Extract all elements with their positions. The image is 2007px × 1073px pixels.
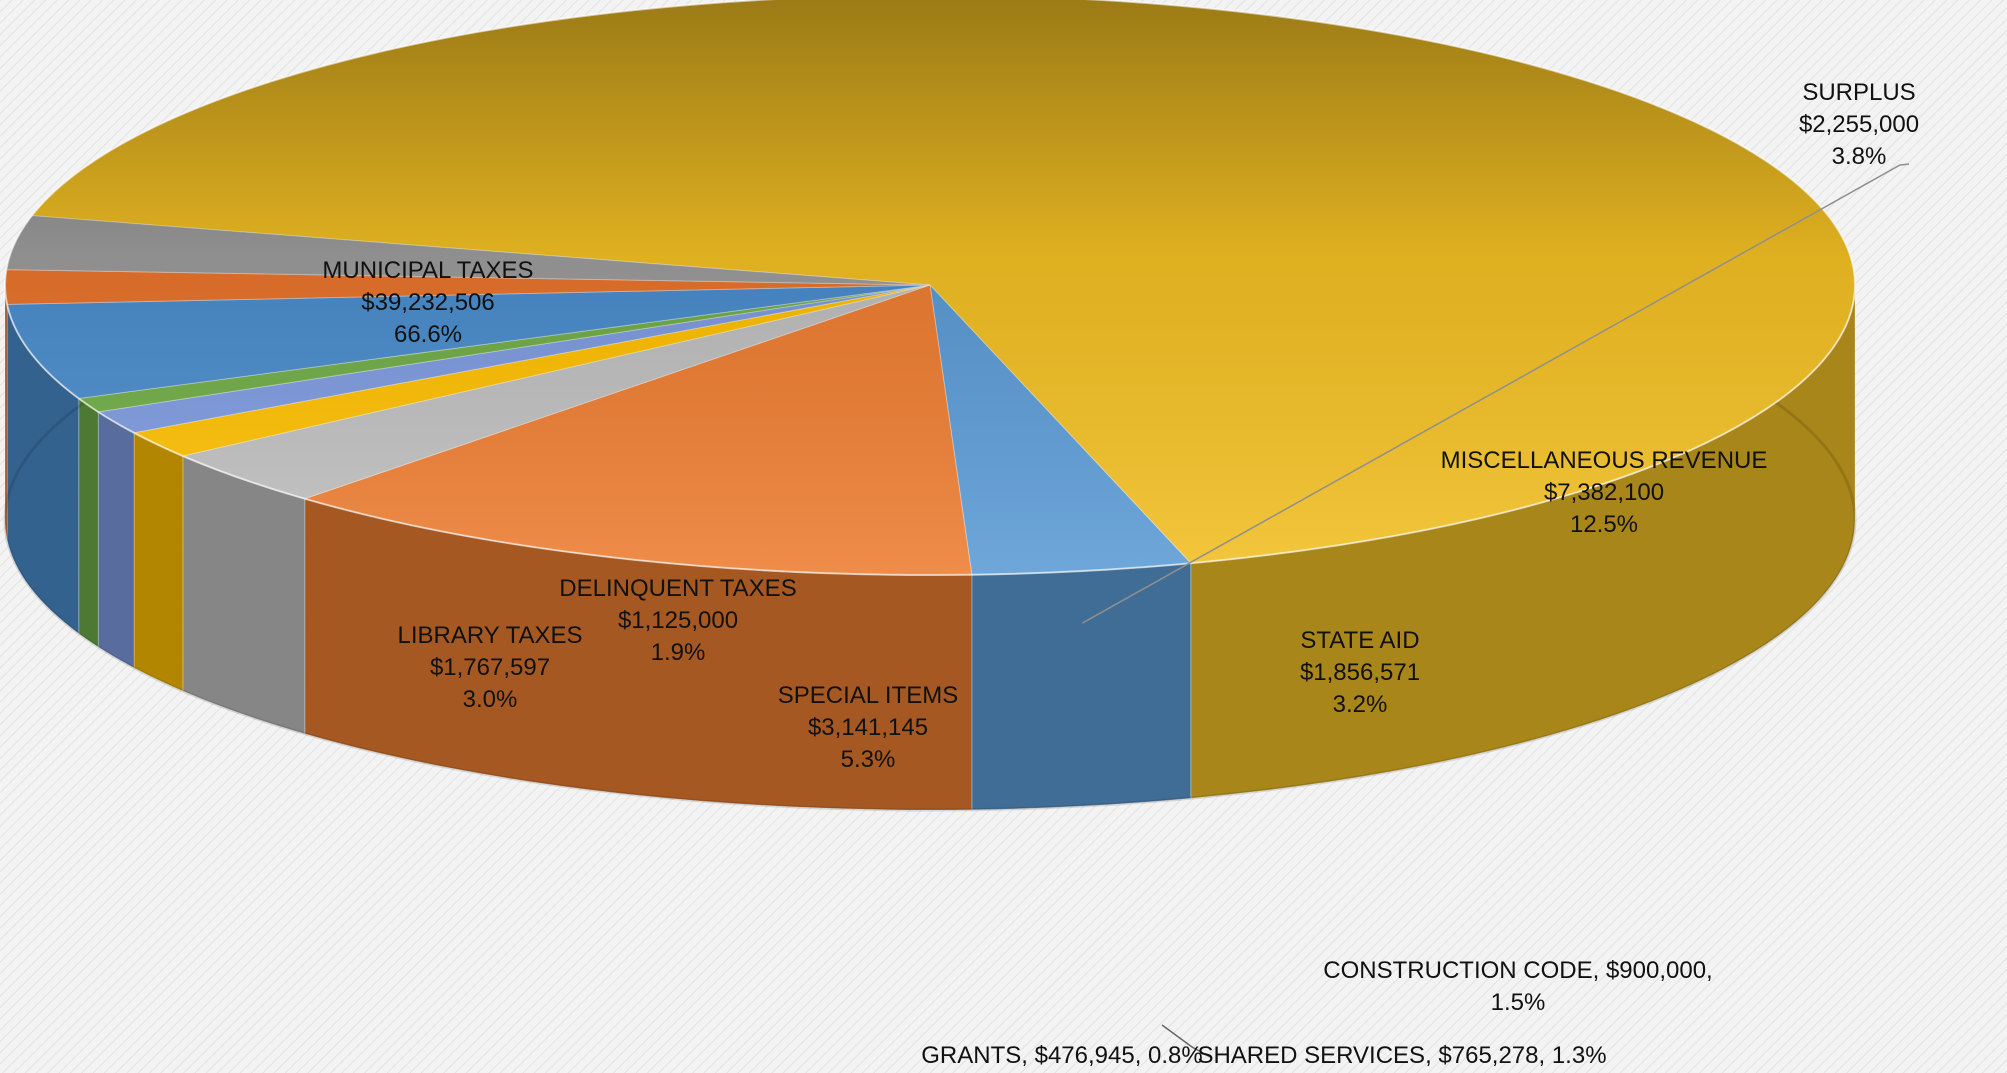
pie-side-surplus: [971, 562, 1192, 811]
label-miscellaneous-revenue-2: 12.5%: [1570, 511, 1638, 538]
pie-top-layer: [4, 0, 1856, 576]
label-construction-code-line2: 1.5%: [1491, 989, 1546, 1016]
leader-line-shared-services: [1161, 1024, 1213, 1059]
label-delinquent-taxes-2: 1.9%: [651, 639, 706, 666]
label-surplus-2: 3.8%: [1832, 143, 1887, 170]
label-grants: GRANTS, $476,945, 0.8%: [921, 1042, 1202, 1069]
label-construction-code-line1: CONSTRUCTION CODE, $900,000,: [1323, 957, 1712, 984]
label-surplus-0: SURPLUS: [1802, 79, 1915, 106]
pie-side-construction-code: [133, 431, 184, 692]
label-state-aid-2: 3.2%: [1333, 691, 1388, 718]
leader-line-layer: [1082, 163, 1910, 1059]
pie-side-shared-services: [97, 410, 135, 669]
label-library-taxes-2: 3.0%: [463, 686, 518, 713]
label-state-aid-0: STATE AID: [1300, 627, 1419, 654]
label-special-items-1: $3,141,145: [808, 714, 928, 741]
pie-side-layer: [3, 228, 1857, 812]
label-library-taxes-0: LIBRARY TAXES: [398, 622, 583, 649]
label-municipal-taxes-1: $39,232,506: [361, 289, 494, 316]
label-delinquent-taxes-0: DELINQUENT TAXES: [559, 575, 796, 602]
pie-side-state-aid: [182, 455, 306, 735]
label-delinquent-taxes-1: $1,125,000: [618, 607, 738, 634]
label-layer: MUNICIPAL TAXES $39,232,506 66.6% SURPLUS $2…: [322, 79, 1919, 1069]
leader-line-surplus: [1082, 163, 1910, 624]
label-library-taxes-1: $1,767,597: [430, 654, 550, 681]
label-miscellaneous-revenue-1: $7,382,100: [1544, 479, 1664, 506]
label-special-items-2: 5.3%: [841, 746, 896, 773]
label-miscellaneous-revenue-0: MISCELLANEOUS REVENUE: [1441, 447, 1768, 474]
pie-top-highlight: [4, 0, 1856, 576]
pie-side-grants: [78, 397, 99, 648]
label-shared-services: SHARED SERVICES, $765,278, 1.3%: [1197, 1042, 1606, 1069]
label-surplus-1: $2,255,000: [1799, 111, 1919, 138]
label-municipal-taxes-0: MUNICIPAL TAXES: [322, 257, 533, 284]
label-municipal-taxes-2: 66.6%: [394, 321, 462, 348]
label-state-aid-1: $1,856,571: [1300, 659, 1420, 686]
label-special-items-0: SPECIAL ITEMS: [778, 682, 959, 709]
